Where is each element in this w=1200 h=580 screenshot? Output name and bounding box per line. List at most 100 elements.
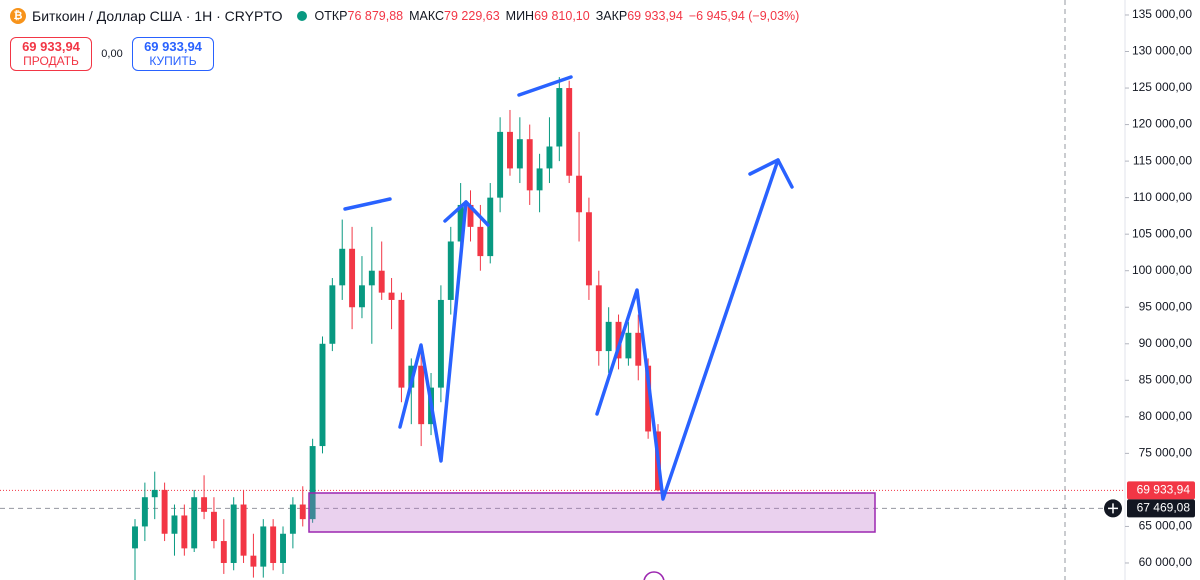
candle-body (526, 139, 533, 191)
symbol-title[interactable]: Биткоин / Доллар США · 1H · CRYPTO (32, 8, 283, 24)
candle-body (378, 270, 385, 293)
ohlc-item: МАКС79 229,63 (409, 9, 500, 23)
path-line (398, 200, 490, 463)
candle-body (210, 511, 217, 542)
candle-body (141, 497, 148, 527)
candle-body (250, 555, 257, 567)
ohlc-value: 69 810,10 (534, 9, 590, 23)
candle-body (270, 526, 277, 563)
candle-body (388, 292, 395, 300)
candle-body (605, 321, 612, 352)
candle-body (615, 321, 622, 359)
candle-body (467, 204, 474, 227)
last-price-badge (1127, 481, 1195, 500)
arrow-head (748, 158, 794, 189)
sell-price: 69 933,94 (22, 39, 80, 54)
candle-body (546, 146, 553, 169)
crosshair-badge (1127, 499, 1195, 518)
trend-line (343, 197, 392, 211)
y-tick-label: 130 000,00 (1132, 44, 1192, 58)
candle-body (309, 446, 316, 520)
candle-body (161, 489, 168, 534)
trade-buttons: 69 933,94 ПРОДАТЬ 0,00 69 933,94 КУПИТЬ (10, 37, 214, 71)
y-tick-label: 60 000,00 (1139, 555, 1193, 569)
y-tick-label: 105 000,00 (1132, 226, 1192, 240)
y-tick-label: 65 000,00 (1139, 519, 1193, 533)
sell-button[interactable]: 69 933,94 ПРОДАТЬ (10, 37, 92, 71)
y-tick-label: 100 000,00 (1132, 263, 1192, 277)
candle-body (576, 175, 583, 213)
candle-body (595, 285, 602, 352)
zone-box (308, 492, 876, 533)
candle-body (220, 541, 227, 563)
buy-label: КУПИТЬ (149, 54, 197, 68)
y-tick-label: 115 000,00 (1133, 153, 1192, 167)
candle-body (457, 204, 464, 242)
sell-label: ПРОДАТЬ (23, 54, 79, 68)
buy-price: 69 933,94 (144, 39, 202, 54)
candle-body (240, 504, 247, 556)
candle-body (132, 526, 138, 549)
candle-body (566, 88, 573, 176)
ohlc-value: 76 879,88 (347, 9, 404, 23)
market-status (296, 11, 307, 21)
candle-body (625, 332, 632, 359)
ohlc-label: ЗАКР (595, 9, 628, 23)
trend-line (517, 75, 573, 97)
candle-body (368, 270, 375, 286)
candle-body (280, 533, 286, 563)
y-tick-label: 85 000,00 (1139, 372, 1193, 386)
spread: 0,00 (101, 48, 123, 60)
ohlc-label: ОТКР (314, 9, 348, 23)
change: −6 945,94 (−9,03%) (688, 9, 800, 23)
y-tick-label: 135 000,00 (1132, 7, 1192, 21)
coin-icon: ₿ (10, 8, 26, 24)
candle-body (151, 489, 158, 498)
y-tick-label: 90 000,00 (1139, 336, 1193, 350)
y-tick-label: 120 000,00 (1132, 117, 1192, 131)
add-icon (1108, 503, 1118, 514)
drawings (343, 75, 794, 501)
path-line (443, 200, 468, 223)
candle-body (507, 131, 513, 169)
y-tick-label: 110 000,00 (1133, 190, 1192, 204)
ohlc-value: 69 933,94 (627, 9, 683, 23)
candle-body (329, 285, 336, 344)
candle-body (339, 248, 346, 286)
candle-body (447, 241, 454, 300)
candle-body (359, 285, 365, 308)
candle-body (516, 139, 523, 169)
last-price-label: 69 933,94 (1137, 483, 1191, 497)
candle-body (418, 365, 425, 425)
candle-body (398, 299, 405, 388)
ohlc-item: ЗАКР69 933,94 (596, 9, 683, 23)
candle-body (191, 497, 198, 549)
candle-body (536, 168, 543, 191)
candle-body (260, 526, 267, 567)
crosshair-label: 67 469,08 (1137, 501, 1191, 515)
candle-body (299, 504, 306, 520)
ohlc-label: МАКС (409, 9, 445, 23)
candle-body (497, 131, 504, 198)
y-tick-label: 80 000,00 (1139, 409, 1193, 423)
candle-body (556, 88, 563, 147)
ohlc-value: 79 229,63 (444, 9, 500, 23)
candle-body (349, 248, 356, 308)
candle-body (645, 365, 652, 432)
header: ₿ Биткоин / Доллар США · 1H · CRYPTO ОТК… (10, 8, 805, 24)
candle-body (201, 497, 208, 512)
candle-body (289, 504, 296, 534)
candle-body (585, 212, 592, 286)
buy-button[interactable]: 69 933,94 КУПИТЬ (132, 37, 214, 71)
arrow-line (595, 158, 780, 501)
candle-body (319, 343, 326, 447)
event-icon[interactable] (643, 571, 665, 580)
candle-body (171, 515, 178, 534)
ohlc-item: ОТКР76 879,88 (315, 9, 404, 23)
ohlc-item: МИН69 810,10 (506, 9, 590, 23)
candle-body (437, 299, 444, 388)
candle-body (487, 197, 494, 257)
candle-body (230, 504, 237, 563)
